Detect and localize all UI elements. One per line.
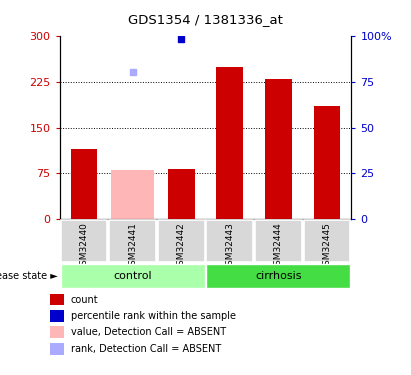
Text: percentile rank within the sample: percentile rank within the sample xyxy=(71,311,236,321)
Bar xyxy=(71,149,97,219)
Text: GDS1354 / 1381336_at: GDS1354 / 1381336_at xyxy=(128,13,283,26)
Bar xyxy=(50,327,64,338)
Bar xyxy=(50,294,64,306)
Text: GSM32442: GSM32442 xyxy=(177,222,186,271)
Bar xyxy=(255,220,302,262)
Text: GSM32440: GSM32440 xyxy=(79,222,88,271)
Bar xyxy=(50,343,64,355)
Text: value, Detection Call = ABSENT: value, Detection Call = ABSENT xyxy=(71,327,226,338)
Bar xyxy=(50,310,64,322)
Bar xyxy=(265,78,292,219)
Text: GSM32443: GSM32443 xyxy=(225,222,234,271)
Bar xyxy=(168,168,194,219)
Bar xyxy=(217,68,243,219)
Bar xyxy=(60,264,205,288)
Bar xyxy=(158,220,205,262)
Text: disease state ►: disease state ► xyxy=(0,271,58,281)
Text: GSM32441: GSM32441 xyxy=(128,222,137,271)
Bar xyxy=(109,220,156,262)
Text: count: count xyxy=(71,295,98,304)
Text: control: control xyxy=(113,271,152,281)
Text: GSM32445: GSM32445 xyxy=(323,222,332,271)
Text: GSM32444: GSM32444 xyxy=(274,222,283,271)
Bar xyxy=(206,220,253,262)
Bar xyxy=(206,264,351,288)
Bar xyxy=(304,220,351,262)
Bar xyxy=(314,106,340,219)
Bar xyxy=(111,170,154,219)
Text: cirrhosis: cirrhosis xyxy=(255,271,302,281)
Bar xyxy=(60,220,107,262)
Text: rank, Detection Call = ABSENT: rank, Detection Call = ABSENT xyxy=(71,344,221,354)
